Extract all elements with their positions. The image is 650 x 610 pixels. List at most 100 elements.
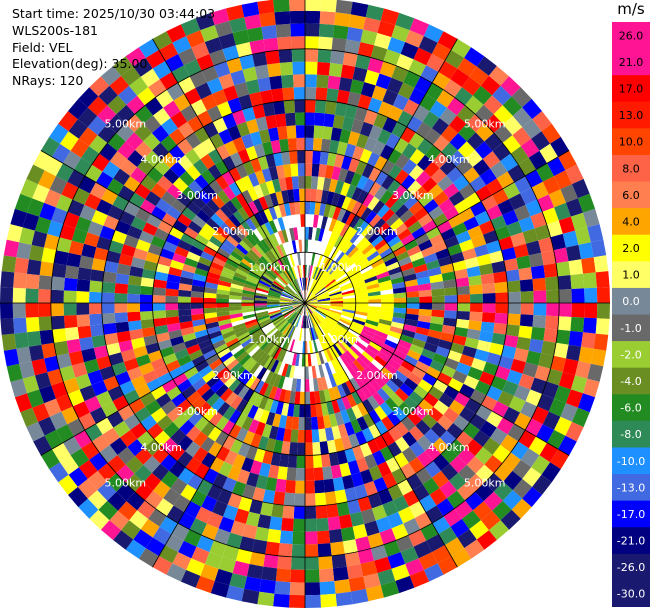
velocity-gate	[234, 82, 250, 98]
velocity-gate	[129, 76, 149, 96]
velocity-gate	[286, 285, 296, 295]
velocity-gate	[334, 325, 347, 335]
velocity-gate	[191, 313, 205, 321]
velocity-gate	[329, 308, 343, 313]
velocity-gate	[400, 233, 416, 246]
velocity-gate	[452, 222, 468, 236]
velocity-gate	[302, 341, 305, 354]
velocity-gate	[63, 315, 78, 329]
velocity-gate	[338, 320, 351, 329]
velocity-gate	[178, 121, 195, 139]
velocity-gate	[474, 210, 491, 226]
velocity-gate	[265, 50, 280, 65]
velocity-gate	[418, 213, 433, 227]
velocity-gate	[241, 296, 255, 301]
velocity-gate	[346, 198, 357, 213]
velocity-gate	[152, 556, 173, 575]
velocity-gate	[179, 320, 194, 330]
velocity-gate	[426, 226, 441, 240]
colorbar-segment	[612, 394, 650, 422]
velocity-gate	[201, 137, 216, 154]
velocity-gate	[548, 189, 566, 208]
velocity-gate	[428, 205, 444, 220]
velocity-gate	[205, 240, 220, 253]
velocity-gate	[307, 340, 311, 354]
velocity-gate	[235, 42, 253, 58]
velocity-gate	[186, 344, 201, 355]
velocity-gate	[320, 453, 331, 468]
velocity-gate	[63, 303, 77, 316]
velocity-gate	[520, 401, 538, 419]
velocity-gate	[387, 37, 406, 54]
velocity-gate	[305, 290, 309, 303]
velocity-gate	[331, 166, 342, 181]
velocity-gate	[305, 299, 318, 303]
velocity-gate	[342, 305, 356, 309]
velocity-gate	[203, 312, 218, 319]
velocity-gate	[332, 566, 349, 582]
velocity-gate	[357, 496, 372, 512]
velocity-gate	[498, 355, 514, 370]
velocity-gate	[446, 97, 465, 116]
velocity-gate	[49, 411, 68, 430]
velocity-gate	[243, 430, 255, 446]
velocity-gate	[368, 125, 383, 141]
velocity-gate	[78, 459, 98, 479]
velocity-gate	[456, 431, 473, 448]
velocity-gate	[252, 364, 264, 378]
velocity-gate	[479, 420, 497, 438]
velocity-gate	[68, 119, 88, 139]
velocity-gate	[401, 416, 416, 432]
velocity-gate	[390, 240, 405, 253]
velocity-gate	[289, 150, 298, 164]
velocity-gate	[397, 256, 412, 267]
velocity-gate	[119, 380, 136, 396]
velocity-gate	[329, 309, 342, 315]
velocity-gate	[325, 245, 334, 258]
velocity-gate	[192, 318, 206, 327]
velocity-gate	[457, 105, 476, 124]
velocity-gate	[305, 290, 307, 303]
velocity-gate	[289, 0, 305, 12]
velocity-gate	[292, 298, 305, 303]
velocity-gate	[250, 158, 262, 173]
velocity-gate	[215, 416, 229, 431]
velocity-gate	[273, 204, 282, 219]
velocity-gate	[532, 474, 552, 495]
velocity-gate	[301, 366, 305, 380]
velocity-gate	[140, 175, 157, 191]
velocity-gate	[244, 576, 262, 592]
velocity-gate	[216, 293, 230, 299]
velocity-gate	[171, 392, 187, 407]
velocity-gate	[368, 181, 382, 197]
velocity-gate	[245, 217, 257, 231]
velocity-gate	[387, 411, 401, 427]
velocity-gate	[123, 358, 139, 372]
velocity-gate	[270, 139, 282, 154]
velocity-gate	[49, 123, 69, 144]
velocity-gate	[479, 371, 495, 386]
velocity-gate	[340, 284, 354, 292]
velocity-gate	[138, 362, 155, 376]
velocity-gate	[194, 462, 210, 480]
velocity-gate	[143, 260, 158, 272]
velocity-gate	[305, 569, 320, 583]
velocity-gate	[361, 224, 373, 237]
velocity-gate	[293, 327, 299, 340]
velocity-gate	[197, 189, 212, 205]
velocity-gate	[41, 342, 57, 359]
velocity-gate	[268, 127, 280, 142]
velocity-gate	[10, 378, 27, 398]
velocity-gate	[444, 310, 458, 319]
velocity-gate	[390, 218, 404, 231]
velocity-gate	[364, 347, 377, 359]
plot-info: Start time: 2025/10/30 03:44:03 WLS200s-…	[12, 6, 215, 90]
velocity-gate	[41, 247, 57, 264]
velocity-gate	[259, 579, 276, 594]
velocity-gate	[454, 268, 469, 280]
velocity-gate	[52, 328, 67, 343]
velocity-gate	[346, 364, 358, 378]
velocity-gate	[373, 374, 386, 388]
velocity-gate	[314, 285, 324, 295]
velocity-gate	[311, 266, 317, 279]
